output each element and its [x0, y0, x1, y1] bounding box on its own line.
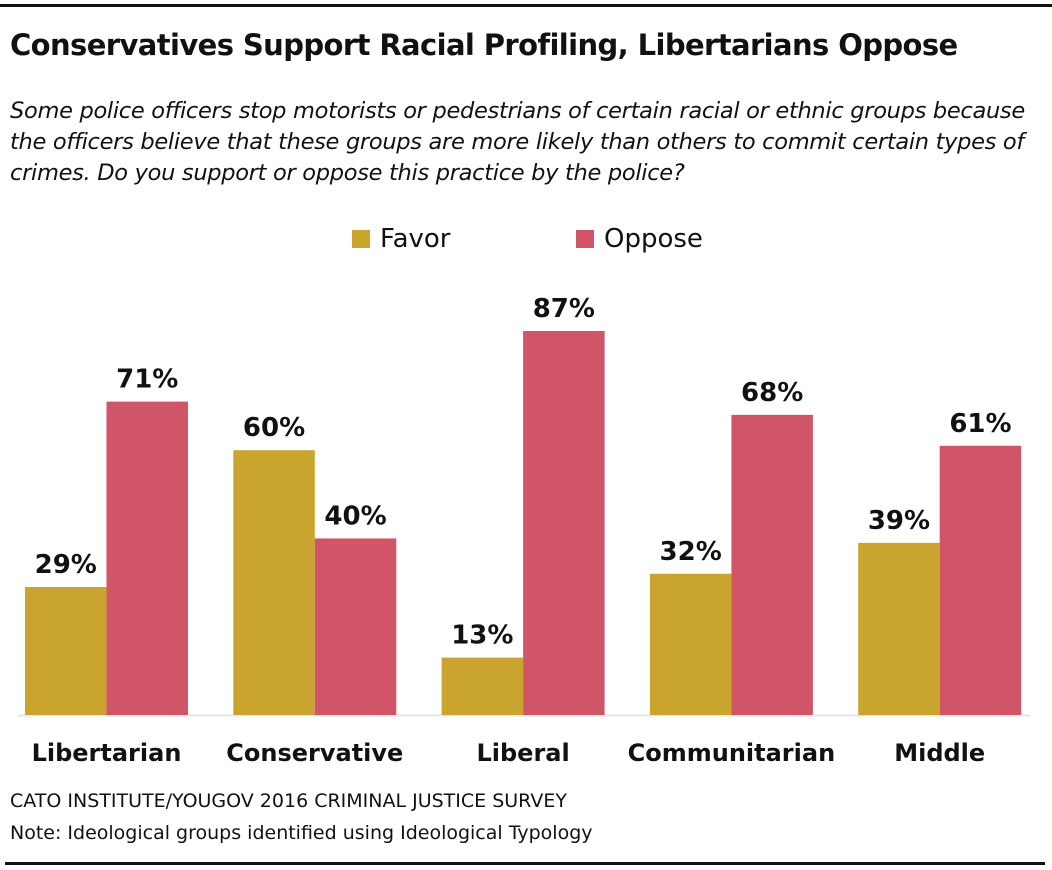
data-label-favor-liberal: 13%	[451, 621, 513, 651]
legend-item-favor: Favor	[352, 224, 450, 254]
note-text: Note: Ideological groups identified usin…	[10, 822, 593, 844]
bar-favor-conservative	[233, 450, 315, 715]
data-label-oppose-communitarian: 68%	[741, 378, 803, 408]
bar-oppose-middle	[939, 445, 1022, 715]
bar-oppose-communitarian	[731, 414, 813, 715]
category-label-communitarian: Communitarian	[628, 739, 836, 767]
legend: Favor Oppose	[0, 224, 1052, 258]
bottom-rule	[5, 862, 1045, 865]
bar-favor-liberal	[441, 657, 524, 715]
data-label-oppose-conservative: 40%	[324, 501, 386, 531]
bar-oppose-liberal	[523, 331, 605, 715]
bar-favor-communitarian	[649, 573, 732, 715]
category-label-liberal: Liberal	[476, 739, 569, 767]
legend-label-oppose: Oppose	[604, 224, 703, 254]
legend-swatch-favor	[352, 230, 370, 248]
top-rule	[0, 4, 1052, 7]
bar-favor-middle	[858, 542, 940, 715]
data-label-favor-conservative: 60%	[243, 413, 305, 443]
legend-item-oppose: Oppose	[576, 224, 703, 254]
legend-label-favor: Favor	[380, 224, 451, 254]
data-label-oppose-liberal: 87%	[533, 294, 595, 324]
chart-title: Conservatives Support Racial Profiling, …	[10, 28, 958, 62]
bar-oppose-libertarian	[106, 401, 188, 715]
bar-oppose-conservative	[314, 538, 397, 715]
data-label-favor-libertarian: 29%	[35, 550, 97, 580]
data-label-oppose-middle: 61%	[949, 409, 1011, 439]
category-label-conservative: Conservative	[226, 739, 403, 767]
category-label-libertarian: Libertarian	[32, 739, 182, 767]
data-label-favor-middle: 39%	[868, 506, 930, 536]
data-label-oppose-libertarian: 71%	[116, 365, 178, 395]
category-label-middle: Middle	[894, 739, 985, 767]
bar-favor-libertarian	[25, 587, 107, 715]
data-label-favor-communitarian: 32%	[660, 537, 722, 567]
legend-swatch-oppose	[576, 230, 594, 248]
chart-subtitle: Some police officers stop motorists or p…	[10, 98, 1025, 186]
source-text: CATO INSTITUTE/YOUGOV 2016 CRIMINAL JUST…	[10, 790, 567, 812]
